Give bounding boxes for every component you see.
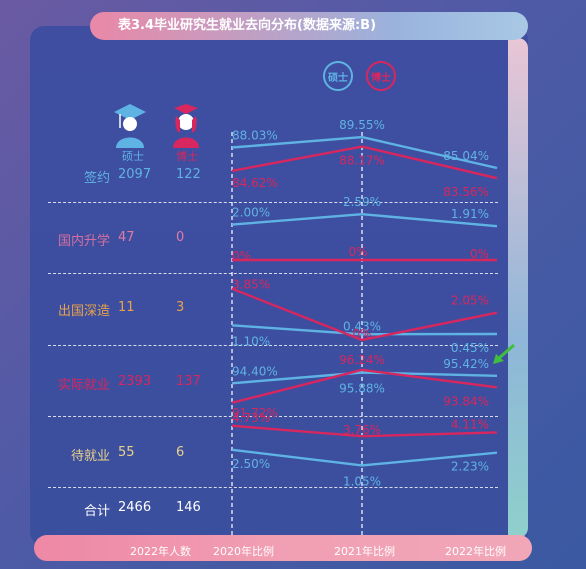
header-doctor: 博士 <box>176 150 198 163</box>
master-count: 2466 <box>118 500 152 515</box>
data-label: 0% <box>232 249 251 263</box>
chart-panel <box>30 26 528 546</box>
series-line-master <box>231 135 498 170</box>
row-label: 出国深造 <box>57 304 110 319</box>
data-label: 0% <box>352 327 371 341</box>
legend-doctor-label: 博士 <box>371 72 391 84</box>
data-label: 3.76% <box>343 423 381 437</box>
doctor-count: 146 <box>176 500 201 515</box>
count-column-label: 2022年人数 <box>130 545 191 558</box>
data-label: 0.43% <box>343 319 381 333</box>
series-line-doctor <box>231 287 498 342</box>
series-line-doctor <box>231 145 498 180</box>
data-label: 83.56% <box>443 185 489 199</box>
highlight-arrow-icon <box>492 343 516 371</box>
data-label: 1.10% <box>232 334 270 348</box>
data-label: 1.91% <box>451 207 489 221</box>
data-label: 2.50% <box>232 457 270 471</box>
row-divider <box>48 273 498 274</box>
doctor-count: 6 <box>176 445 185 460</box>
data-label: 95.88% <box>339 382 385 396</box>
data-label: 94.40% <box>232 364 278 378</box>
row-label: 合计 <box>83 504 110 519</box>
data-label: 91.72% <box>232 406 278 420</box>
data-label: 2.05% <box>451 294 489 308</box>
data-label: 3.85% <box>232 278 270 292</box>
data-label: 2.59% <box>343 195 381 209</box>
data-label: 0% <box>348 245 367 259</box>
data-label: 89.55% <box>339 118 385 132</box>
legend-master-label: 硕士 <box>328 72 348 84</box>
header-master: 硕士 <box>122 150 144 163</box>
master-count: 47 <box>118 230 135 245</box>
series-line-doctor <box>231 368 498 404</box>
chart-title: 表3.4毕业研究生就业去向分布(数据来源:B) <box>90 12 528 40</box>
master-count: 11 <box>118 300 135 315</box>
series-line-master <box>231 324 498 336</box>
doctor-count: 0 <box>176 230 185 245</box>
data-label: 93.84% <box>443 394 489 408</box>
row-label: 待就业 <box>70 449 110 464</box>
data-label: 4.73% <box>232 411 270 425</box>
data-label: 95.42% <box>443 357 489 371</box>
axis-bar <box>34 535 532 561</box>
data-label: 85.04% <box>443 149 489 163</box>
master-count: 55 <box>118 445 135 460</box>
graduate-cap-icon-doctor <box>168 102 204 152</box>
series-line-master <box>231 212 498 228</box>
master-count: 2097 <box>118 167 152 182</box>
doctor-count: 3 <box>176 300 185 315</box>
x-label-2020: 2020年比例 <box>213 545 274 558</box>
series-line-doctor <box>231 424 498 438</box>
x-label-2022: 2022年比例 <box>445 545 506 558</box>
data-label: 4.11% <box>451 417 489 431</box>
data-label: 2.23% <box>451 460 489 474</box>
data-label: 2.00% <box>232 206 270 220</box>
data-label: 0% <box>470 247 489 261</box>
data-label: 0.45% <box>451 341 489 355</box>
row-divider <box>48 487 498 488</box>
graduate-cap-icon-master <box>112 102 148 152</box>
row-divider <box>48 416 498 417</box>
doctor-count: 122 <box>176 167 201 182</box>
legend-doctor: 博士 <box>366 61 396 91</box>
row-label: 签约 <box>83 171 110 186</box>
master-count: 2393 <box>118 374 152 389</box>
x-label-2021: 2021年比例 <box>334 545 395 558</box>
panel-edge-decoration <box>508 38 528 538</box>
doctor-count: 137 <box>176 374 201 389</box>
data-label: 88.17% <box>339 154 385 168</box>
data-label: 88.03% <box>232 129 278 143</box>
row-label: 实际就业 <box>57 378 110 393</box>
data-label: 96.24% <box>339 353 385 367</box>
series-line-master <box>231 448 498 467</box>
row-divider <box>48 345 498 346</box>
legend-master: 硕士 <box>323 61 353 91</box>
series-line-master <box>231 371 498 385</box>
data-label: 84.62% <box>232 176 278 190</box>
row-label: 国内升学 <box>57 234 110 249</box>
row-divider <box>48 202 498 203</box>
data-label: 1.05% <box>343 474 381 488</box>
